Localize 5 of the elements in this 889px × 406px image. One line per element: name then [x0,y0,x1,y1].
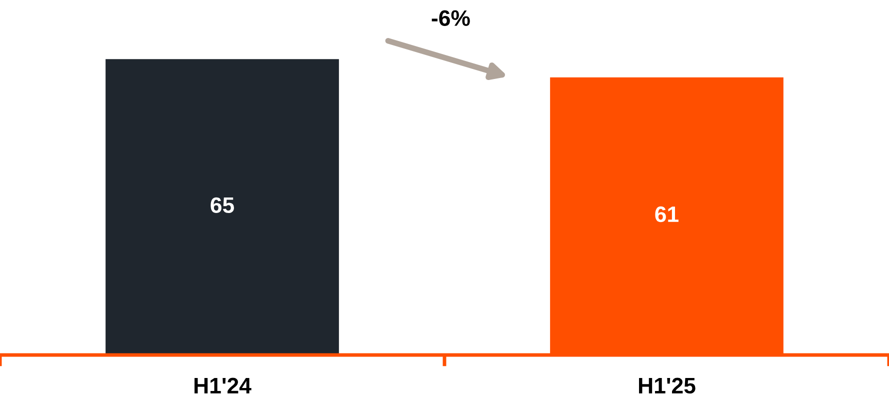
x-tick-label: H1'25 [639,378,696,394]
x-tick-label: H1'24 [194,378,252,394]
data-label: 61 [655,206,678,222]
text: -6% [432,10,470,26]
data-label: 65 [210,197,234,214]
